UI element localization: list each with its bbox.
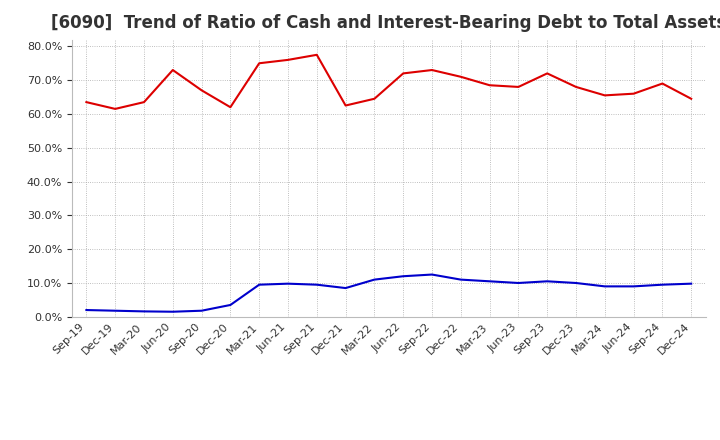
Interest-Bearing Debt <box>514 280 523 286</box>
Interest-Bearing Debt <box>543 279 552 284</box>
Interest-Bearing Debt <box>341 286 350 291</box>
Interest-Bearing Debt <box>629 284 638 289</box>
Line: Cash: Cash <box>86 55 691 109</box>
Interest-Bearing Debt <box>111 308 120 313</box>
Line: Interest-Bearing Debt: Interest-Bearing Debt <box>86 275 691 312</box>
Interest-Bearing Debt <box>140 309 148 314</box>
Interest-Bearing Debt <box>255 282 264 287</box>
Interest-Bearing Debt <box>312 282 321 287</box>
Interest-Bearing Debt <box>687 281 696 286</box>
Interest-Bearing Debt <box>428 272 436 277</box>
Interest-Bearing Debt <box>456 277 465 282</box>
Interest-Bearing Debt <box>572 280 580 286</box>
Cash <box>255 61 264 66</box>
Cash <box>399 71 408 76</box>
Interest-Bearing Debt <box>485 279 494 284</box>
Interest-Bearing Debt <box>197 308 206 313</box>
Interest-Bearing Debt <box>284 281 292 286</box>
Cash <box>687 96 696 101</box>
Interest-Bearing Debt <box>658 282 667 287</box>
Cash <box>543 71 552 76</box>
Cash <box>456 74 465 80</box>
Cash <box>341 103 350 108</box>
Cash <box>197 88 206 93</box>
Interest-Bearing Debt <box>168 309 177 314</box>
Title: [6090]  Trend of Ratio of Cash and Interest-Bearing Debt to Total Assets: [6090] Trend of Ratio of Cash and Intere… <box>51 15 720 33</box>
Interest-Bearing Debt <box>370 277 379 282</box>
Cash <box>428 67 436 73</box>
Interest-Bearing Debt <box>399 274 408 279</box>
Cash <box>629 91 638 96</box>
Cash <box>226 105 235 110</box>
Cash <box>82 99 91 105</box>
Interest-Bearing Debt <box>600 284 609 289</box>
Interest-Bearing Debt <box>82 308 91 313</box>
Cash <box>658 81 667 86</box>
Cash <box>284 57 292 62</box>
Cash <box>370 96 379 101</box>
Cash <box>572 84 580 90</box>
Cash <box>168 67 177 73</box>
Cash <box>111 106 120 111</box>
Cash <box>514 84 523 90</box>
Cash <box>312 52 321 58</box>
Cash <box>485 83 494 88</box>
Cash <box>600 93 609 98</box>
Interest-Bearing Debt <box>226 302 235 308</box>
Cash <box>140 99 148 105</box>
